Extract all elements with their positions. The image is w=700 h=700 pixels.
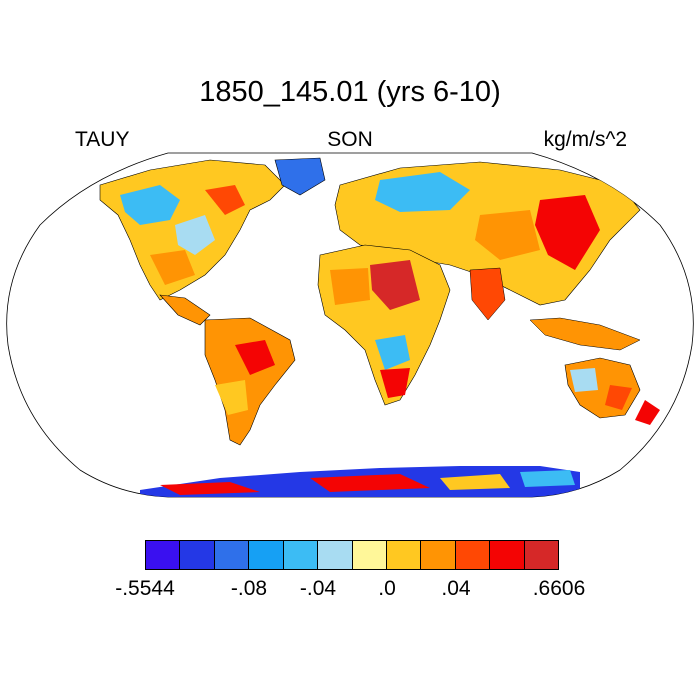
plot-title: 1850_145.01 (yrs 6-10) (199, 76, 501, 108)
variable-label: TAUY (75, 128, 130, 151)
colorbar-tick-max: .6606 (532, 577, 586, 600)
india (469, 267, 506, 321)
africa-blue (375, 335, 410, 370)
greenland (274, 157, 326, 196)
australia-red (605, 385, 632, 410)
colorbar-swatch-9 (455, 541, 491, 569)
units-label: kg/m/s^2 (543, 128, 627, 151)
colorbar-tick-zero: .0 (378, 577, 396, 600)
na-blue-central (175, 215, 215, 255)
na-orange-south (150, 250, 195, 285)
colorbar-tick-neg08: -.08 (230, 577, 268, 600)
africa-orange (330, 268, 370, 305)
colorbar-swatch-2 (214, 541, 250, 569)
colorbar-swatch-5 (318, 541, 353, 569)
season-label: SON (327, 128, 373, 151)
colorbar-swatch-6 (352, 541, 387, 569)
eurasia-red-east (535, 195, 600, 270)
antarctica-red-1 (160, 482, 260, 495)
sa-red (235, 340, 275, 375)
eurasia-blue (375, 172, 470, 212)
colorbar-swatch-3 (249, 541, 284, 569)
antarctica-cyan (520, 470, 575, 487)
antarctica-red-2 (310, 474, 430, 492)
colorbar-swatch-4 (283, 541, 319, 569)
antarctica-yellow (440, 474, 510, 490)
new-zealand (635, 400, 660, 425)
na-red (205, 185, 245, 215)
colorbar-swatch-10 (490, 541, 525, 569)
na-blue-north (120, 185, 180, 225)
africa-red (370, 260, 420, 310)
colorbar-swatch-7 (386, 541, 422, 569)
colorbar-tick-pos04: .04 (441, 577, 471, 600)
africa-south-red (380, 368, 410, 398)
colorbar-tick-neg04: -.04 (299, 577, 337, 600)
colorbar-swatch-0 (146, 541, 181, 569)
colorbar (145, 540, 559, 570)
sa-yellow (215, 380, 248, 415)
colorbar-tick-min: -.5544 (115, 577, 175, 600)
colorbar-swatch-1 (180, 541, 215, 569)
colorbar-swatch-8 (421, 541, 456, 569)
eurasia-orange (475, 210, 540, 260)
australia-blue (570, 368, 598, 392)
colorbar-swatch-11 (524, 541, 559, 569)
indonesia (529, 317, 641, 351)
